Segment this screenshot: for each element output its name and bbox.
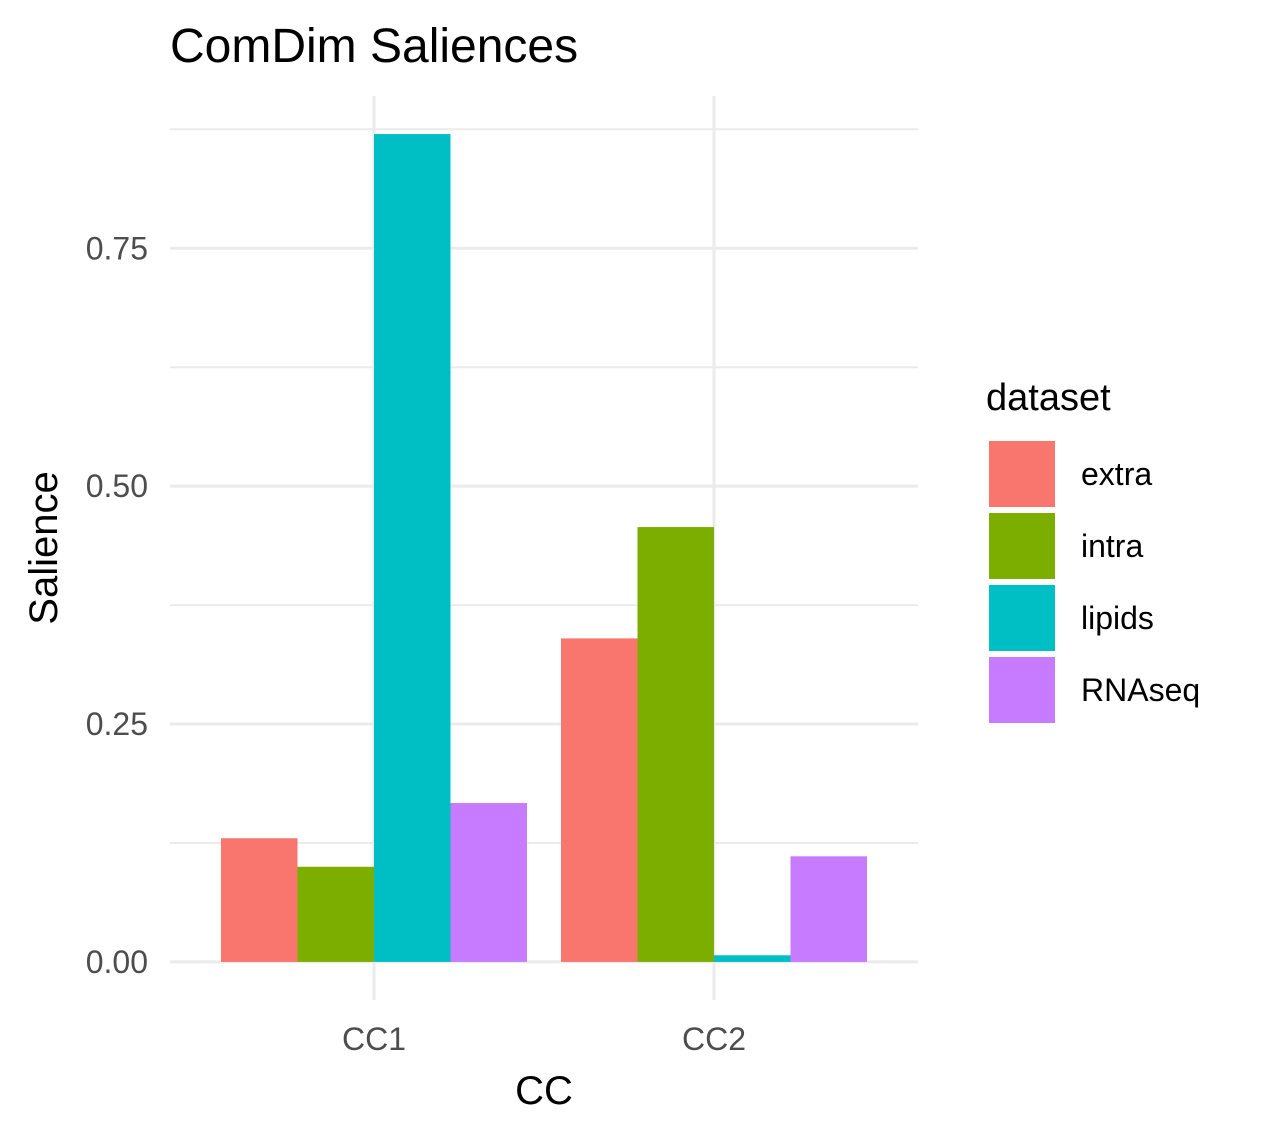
legend: dataset extra intra lipids RNAseq [986, 377, 1200, 723]
bar-lipids-CC2 [714, 955, 791, 962]
bar-lipids-CC1 [374, 134, 451, 962]
y-tick-label: 0.00 [86, 944, 148, 980]
bar-RNAseq-CC1 [450, 803, 527, 962]
bars [221, 134, 867, 962]
bar-intra-CC2 [637, 527, 714, 962]
legend-label: intra [1081, 528, 1143, 564]
legend-key-lipids [989, 585, 1055, 651]
x-tick-label: CC1 [342, 1021, 406, 1057]
x-axis-title: CC [515, 1069, 573, 1113]
x-tick-label: CC2 [682, 1021, 746, 1057]
y-tick-label: 0.25 [86, 706, 148, 742]
legend-label: lipids [1081, 600, 1154, 636]
y-axis-ticks: 0.00 0.25 0.50 0.75 [86, 230, 148, 980]
bar-intra-CC1 [297, 866, 374, 962]
chart-title: ComDim Saliences [170, 20, 578, 73]
legend-key-intra [989, 513, 1055, 579]
y-axis-title: Salience [22, 471, 66, 624]
bar-RNAseq-CC2 [790, 856, 867, 962]
legend-key-extra [989, 441, 1055, 507]
legend-title: dataset [986, 377, 1111, 419]
y-tick-label: 0.75 [86, 230, 148, 266]
x-axis-ticks: CC1 CC2 [342, 1021, 746, 1057]
bar-extra-CC1 [221, 838, 298, 962]
bar-extra-CC2 [561, 638, 638, 962]
legend-label: extra [1081, 456, 1152, 492]
legend-key-RNAseq [989, 657, 1055, 723]
y-tick-label: 0.50 [86, 468, 148, 504]
legend-label: RNAseq [1081, 672, 1200, 708]
